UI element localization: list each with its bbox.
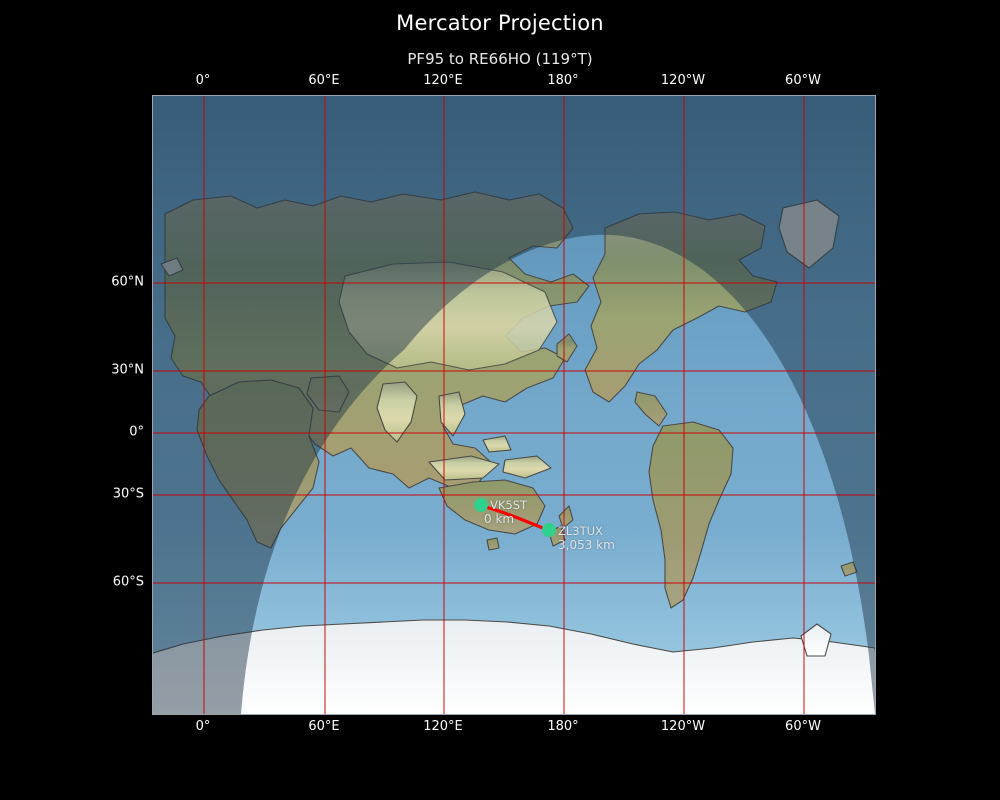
xtick-bottom-60w: 60°W — [785, 719, 821, 734]
xtick-bottom-120e: 120°E — [423, 719, 463, 734]
ytick-60s: 60°S — [112, 574, 144, 590]
station-distance-origin: 0 km — [484, 512, 515, 526]
station-label-origin: VK5ST — [490, 498, 528, 512]
xtick-top-120w: 120°W — [660, 73, 706, 88]
ytick-30n: 30°N — [111, 362, 144, 378]
land-layer — [153, 191, 875, 714]
page-subtitle: PF95 to RE66HO (119°T) — [407, 50, 593, 68]
page-title: Mercator Projection — [396, 11, 604, 35]
map-canvas[interactable] — [152, 95, 876, 715]
station-marker-origin[interactable] — [474, 498, 488, 512]
ytick-60n: 60°N — [111, 274, 144, 290]
great-circle-path — [480, 504, 552, 533]
terminator-overlay — [153, 96, 875, 714]
xtick-top-60e: 60°E — [308, 73, 340, 88]
xtick-bottom-180: 180° — [547, 719, 579, 734]
graticule-layer — [153, 96, 875, 714]
station-marker-destination[interactable] — [542, 523, 556, 537]
xtick-top-60w: 60°W — [785, 73, 821, 88]
ytick-0: 0° — [129, 424, 144, 440]
xtick-bottom-60e: 60°E — [308, 719, 340, 734]
station-label-destination: ZL3TUX — [558, 524, 603, 538]
xtick-top-180: 180° — [547, 73, 579, 88]
xtick-top-120e: 120°E — [423, 73, 463, 88]
station-distance-destination: 3,053 km — [558, 538, 615, 552]
ytick-30s: 30°S — [112, 486, 144, 502]
xtick-bottom-120w: 120°W — [660, 719, 706, 734]
xtick-top-0: 0° — [195, 73, 211, 88]
xtick-bottom-0: 0° — [195, 719, 211, 734]
